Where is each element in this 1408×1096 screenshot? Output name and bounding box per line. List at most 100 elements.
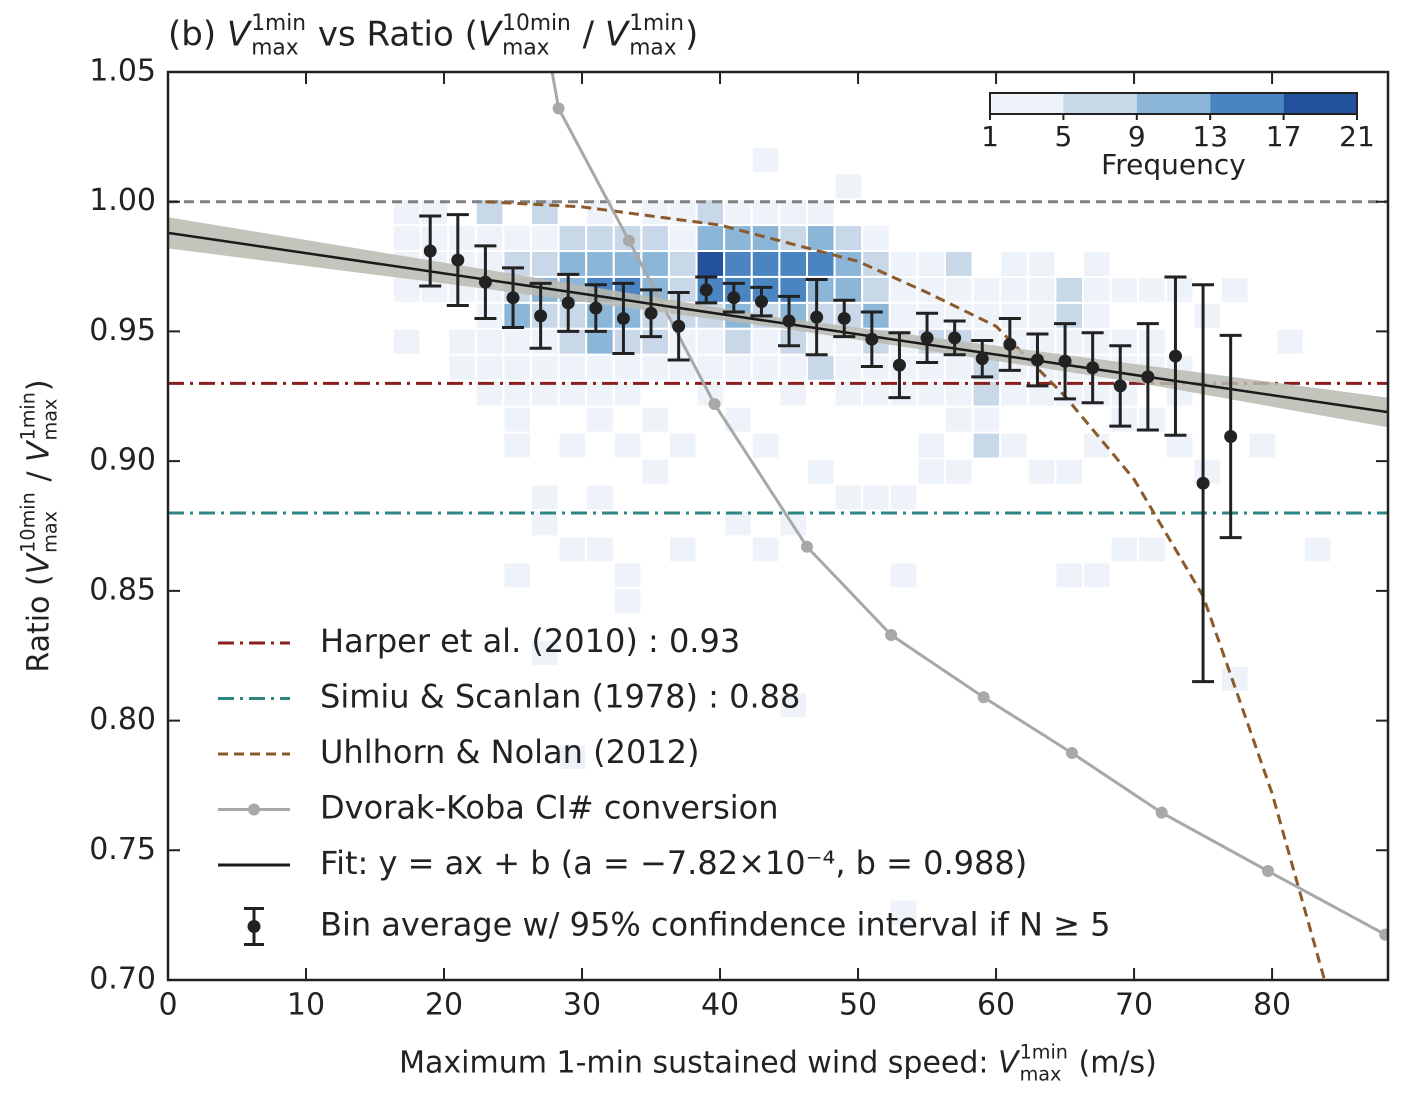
- heatmap-cell: [695, 198, 726, 227]
- x-tick-label: 80: [1253, 988, 1291, 1023]
- curve-point: [885, 628, 898, 641]
- heatmap-cell: [833, 224, 864, 253]
- heatmap-cell: [861, 301, 891, 330]
- heatmap-cell: [833, 353, 864, 382]
- bin-average: [810, 310, 824, 324]
- heatmap-cell: [667, 431, 698, 460]
- heatmap-cell: [557, 742, 588, 771]
- heatmap-cell: [971, 405, 1002, 434]
- bin-average: [1058, 354, 1072, 368]
- heatmap-cell: [529, 327, 560, 356]
- heatmap-cell: [999, 431, 1029, 460]
- plot-frame: [166, 70, 1390, 982]
- colorbar-segment: [1283, 93, 1357, 114]
- heatmap-cell: [391, 224, 422, 253]
- heatmap-cell: [723, 198, 753, 227]
- curve-point: [977, 691, 990, 704]
- heatmap-cell: [557, 353, 588, 382]
- legend-handle-marker: [248, 803, 260, 816]
- heatmap-cell: [557, 224, 588, 253]
- bin-average: [672, 319, 686, 333]
- heatmap-cell: [750, 224, 781, 253]
- heatmap-cell: [447, 224, 477, 253]
- plot-layers: [168, 72, 1388, 980]
- x-tick-label: 40: [701, 988, 739, 1023]
- bin-average: [1030, 353, 1044, 367]
- chart-title-part: /: [572, 15, 605, 55]
- heatmap-cell: [861, 483, 891, 512]
- y-tick-label: 0.75: [89, 832, 156, 867]
- heatmap-cell: [640, 405, 670, 434]
- curve-point: [622, 234, 635, 247]
- heatmap-cell: [999, 275, 1029, 304]
- colorbar-tick-label: 17: [1266, 120, 1302, 153]
- heatmap-cell: [529, 250, 560, 278]
- heatmap-cell: [612, 587, 643, 616]
- bin-average: [1003, 337, 1017, 351]
- heatmap-cell: [1054, 327, 1085, 356]
- heatmap-cell: [640, 327, 670, 356]
- chart-title-symbol: V: [478, 15, 504, 55]
- colorbar-segment: [1210, 93, 1284, 114]
- colorbar-tick-label: 13: [1192, 120, 1228, 153]
- x-tick-label: 70: [1115, 988, 1153, 1023]
- heatmap-cell: [1026, 275, 1057, 304]
- heatmap-cell: [585, 353, 615, 382]
- heatmap-cell: [888, 250, 919, 278]
- heatmap-cell: [391, 275, 422, 304]
- heatmap-cell: [502, 301, 532, 330]
- heatmap-cell: [888, 275, 919, 304]
- heatmap-cell: [1054, 561, 1085, 590]
- heatmap-cell: [612, 431, 643, 460]
- heatmap-cell: [1054, 379, 1085, 408]
- heatmap-cell: [1026, 250, 1057, 278]
- heatmap-cell: [805, 457, 836, 486]
- heatmap-cell: [474, 353, 505, 382]
- heatmap-cell: [585, 535, 615, 564]
- x-tick-label: 0: [158, 988, 177, 1023]
- y-tick-label: 1.05: [89, 54, 156, 89]
- heatmap-cell: [502, 431, 532, 460]
- heatmap-cell: [888, 561, 919, 590]
- bin-average: [1196, 476, 1210, 490]
- heatmap-cell: [723, 353, 753, 382]
- heatmap-cell: [612, 379, 643, 408]
- y-tick-label: 0.85: [89, 572, 156, 607]
- heatmap-cell: [502, 327, 532, 356]
- heatmap-cell: [943, 405, 974, 434]
- y-tick-label: 0.95: [89, 313, 156, 348]
- heatmap-cell: [750, 250, 781, 278]
- x-axis-label-part: (m/s): [1069, 1046, 1157, 1081]
- heatmap-cell: [502, 353, 532, 382]
- heatmap-cell: [391, 198, 422, 227]
- y-axis-label-sup: 1min: [17, 392, 40, 440]
- heatmap-cell: [1220, 275, 1250, 304]
- heatmap-cell: [778, 379, 808, 408]
- heatmap-cell: [999, 379, 1029, 408]
- chart-title-symbol: V: [227, 15, 253, 55]
- bin-average: [561, 296, 575, 310]
- x-tick-label: 30: [563, 988, 601, 1023]
- y-axis-label-part: /: [22, 462, 57, 491]
- heatmap-cell: [888, 483, 919, 512]
- heatmap-cell: [640, 457, 670, 486]
- bin-average: [1113, 379, 1127, 393]
- heatmap-cell: [1137, 327, 1167, 356]
- heatmap-cell: [557, 431, 588, 460]
- y-tick-label: 0.90: [89, 443, 156, 478]
- heatmap-cell: [888, 301, 919, 330]
- heatmap-cell: [502, 561, 532, 590]
- heatmap-cell: [474, 379, 505, 408]
- bin-average: [865, 332, 879, 346]
- heatmap-cell: [695, 250, 726, 278]
- curve-point: [1065, 747, 1078, 759]
- heatmap-cell: [888, 898, 919, 927]
- y-tick-label: 0.70: [89, 962, 156, 997]
- bin-average: [644, 306, 658, 320]
- heatmap-cell: [447, 353, 477, 382]
- chart-title-part: vs Ratio (: [307, 15, 478, 55]
- chart-title-sub: max: [629, 35, 677, 60]
- y-axis-label-sub: max: [38, 399, 61, 441]
